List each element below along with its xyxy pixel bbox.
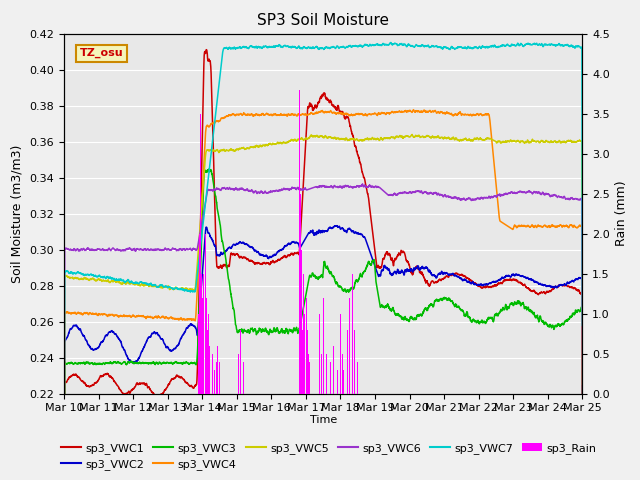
Bar: [352, 274, 353, 394]
Bar: [206, 298, 207, 394]
Y-axis label: Rain (mm): Rain (mm): [616, 181, 628, 246]
Bar: [323, 298, 324, 394]
Bar: [302, 330, 303, 394]
Bar: [199, 234, 200, 394]
Bar: [324, 330, 325, 394]
Bar: [319, 313, 320, 394]
Bar: [205, 234, 206, 394]
Bar: [306, 250, 307, 394]
Bar: [321, 354, 322, 394]
Bar: [202, 298, 203, 394]
Text: TZ_osu: TZ_osu: [79, 48, 123, 58]
Bar: [209, 354, 211, 394]
Bar: [309, 361, 310, 394]
Bar: [354, 330, 355, 394]
Bar: [304, 313, 305, 394]
Bar: [201, 274, 202, 394]
Bar: [242, 354, 243, 394]
Bar: [208, 313, 209, 394]
Bar: [347, 330, 348, 394]
Bar: [307, 330, 308, 394]
Legend: sp3_VWC1, sp3_VWC2, sp3_VWC3, sp3_VWC4, sp3_VWC5, sp3_VWC6, sp3_VWC7, sp3_Rain: sp3_VWC1, sp3_VWC2, sp3_VWC3, sp3_VWC4, …: [57, 438, 601, 474]
Bar: [207, 330, 208, 394]
Bar: [299, 34, 300, 394]
Title: SP3 Soil Moisture: SP3 Soil Moisture: [257, 13, 389, 28]
Bar: [300, 193, 301, 394]
Bar: [301, 298, 302, 394]
Bar: [326, 354, 327, 394]
Bar: [238, 354, 239, 394]
Bar: [200, 169, 202, 394]
Bar: [340, 313, 341, 394]
Bar: [198, 313, 199, 394]
Bar: [308, 354, 309, 394]
Bar: [240, 330, 241, 394]
Bar: [243, 361, 244, 394]
X-axis label: Time: Time: [310, 415, 337, 425]
Bar: [333, 346, 334, 394]
Bar: [219, 361, 220, 394]
Y-axis label: Soil Moisture (m3/m3): Soil Moisture (m3/m3): [11, 144, 24, 283]
Bar: [303, 274, 304, 394]
Bar: [212, 354, 213, 394]
Bar: [330, 361, 331, 394]
Bar: [202, 330, 203, 394]
